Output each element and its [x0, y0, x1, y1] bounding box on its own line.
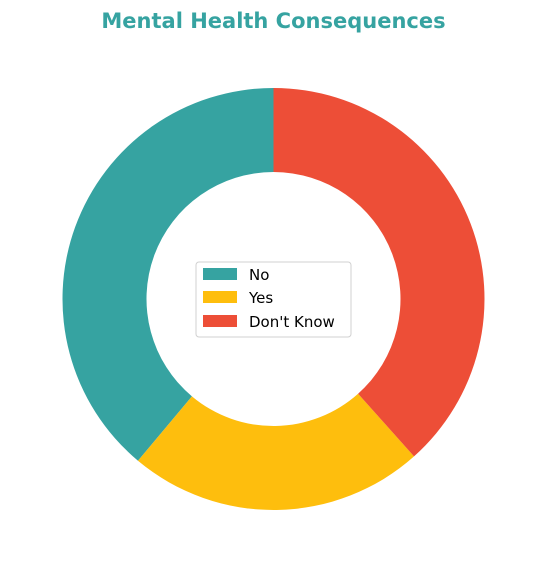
slice-don-t-know — [273, 88, 485, 457]
legend: No Yes Don't Know — [195, 261, 352, 338]
legend-swatch-dont-know — [203, 315, 237, 327]
donut-slices — [62, 88, 485, 510]
legend-label-no: No — [249, 266, 269, 284]
legend-swatch-yes — [203, 291, 237, 303]
slice-no — [62, 88, 274, 461]
legend-label-yes: Yes — [248, 289, 273, 307]
slice-yes — [137, 393, 415, 510]
legend-label-dont-know: Don't Know — [249, 313, 335, 331]
chart-title: Mental Health Consequences — [101, 9, 445, 33]
legend-swatch-no — [203, 268, 237, 280]
